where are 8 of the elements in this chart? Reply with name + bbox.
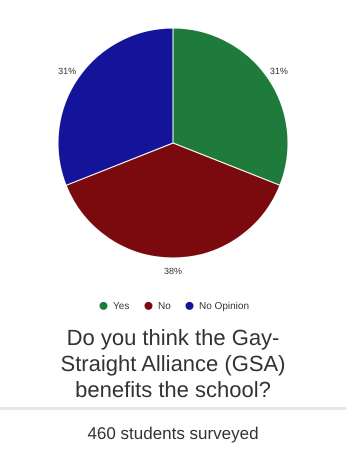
text: 460 students surveyed	[0, 407, 346, 444]
legend-label: No Opinion	[199, 300, 250, 312]
text: Do you think the Gay-Straight Alliance (GSA) benefits the school?	[60, 325, 286, 402]
data-label: 31%	[270, 66, 288, 76]
legend-label: No	[158, 300, 172, 312]
legend-label: Yes	[113, 300, 130, 312]
data-label: 38%	[164, 266, 182, 276]
data-label: 31%	[58, 66, 76, 76]
